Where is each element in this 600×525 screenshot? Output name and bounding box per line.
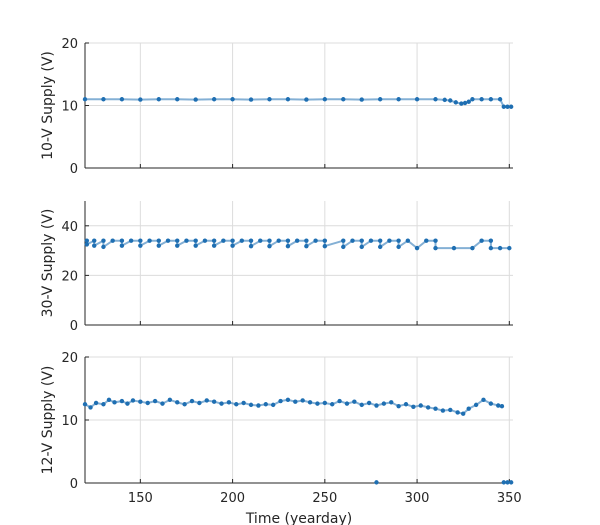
y-tick-label: 0: [70, 162, 78, 177]
data-point: [505, 480, 510, 485]
y-tick-label: 20: [61, 37, 78, 52]
data-point: [507, 245, 512, 251]
x-tick-label: 300: [405, 491, 430, 506]
x-tick-label: 200: [220, 491, 245, 506]
y-tick-label: 40: [61, 220, 78, 235]
x-tick-label: 350: [497, 491, 522, 506]
x-tick-label: 150: [128, 491, 153, 506]
panel-12v-supply: 0 10 20 150 200 250 300 350 12-V Supply (V) Time …: [40, 351, 522, 525]
y-tick-label: 20: [61, 351, 78, 366]
y-tick-label: 0: [70, 477, 78, 492]
y-axis-label: 12-V Supply (V): [40, 366, 56, 475]
data-point: [374, 480, 379, 485]
series-trace: [85, 98, 512, 108]
x-axis-label: Time (yearday): [245, 511, 352, 525]
data-point: [501, 480, 506, 485]
panel-10v-supply: 0 10 20 10-V Supply (V): [40, 37, 514, 177]
y-tick-label: 10: [61, 100, 78, 115]
y-tick-label: 20: [61, 269, 78, 284]
y-tick-label: 10: [61, 414, 78, 429]
y-axis-label: 10-V Supply (V): [40, 51, 56, 160]
series-trace: [85, 239, 510, 250]
panel-30v-supply: 0 20 40 30-V Supply (V): [40, 201, 513, 334]
data-point: [508, 480, 514, 485]
series-trace: [84, 398, 503, 415]
y-tick-label: 0: [70, 319, 78, 334]
y-axis-label: 30-V Supply (V): [40, 209, 56, 318]
x-tick-label: 250: [312, 491, 337, 506]
data-point: [84, 238, 90, 243]
